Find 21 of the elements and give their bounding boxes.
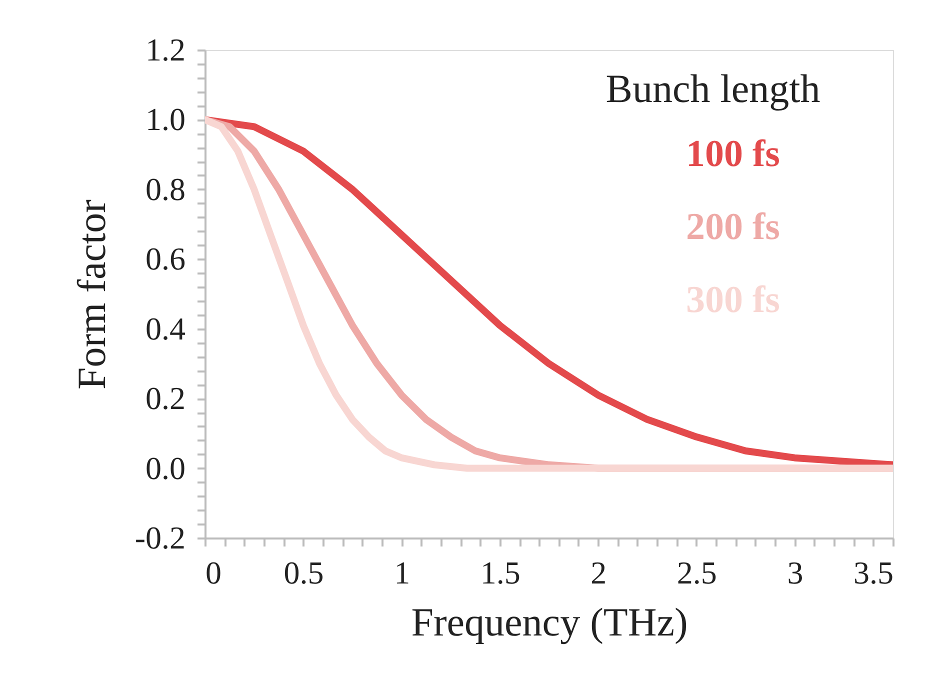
x-tick-label: 3.5 bbox=[854, 554, 894, 590]
x-tick-label: 3 bbox=[787, 554, 804, 590]
y-tick-label: 0.4 bbox=[146, 310, 186, 346]
y-axis-title: Form factor bbox=[68, 200, 114, 390]
y-tick-label: 1.2 bbox=[146, 32, 186, 68]
x-tick-label: 2 bbox=[590, 554, 607, 590]
legend-title: Bunch length bbox=[606, 66, 820, 111]
y-tick-label: -0.2 bbox=[134, 520, 186, 556]
x-tick-label: 0 bbox=[206, 554, 222, 590]
x-tick-label: 1.5 bbox=[480, 554, 520, 590]
text: 200 fs bbox=[686, 206, 780, 248]
x-axis-title: Frequency (THz) bbox=[411, 600, 688, 644]
x-tick-label: 1 bbox=[394, 554, 410, 590]
y-tick-label: 0.0 bbox=[146, 450, 186, 486]
x-tick-label: 0.5 bbox=[284, 554, 324, 590]
y-tick-label: 1.0 bbox=[146, 101, 186, 138]
x-tick-label: 2.5 bbox=[676, 554, 717, 590]
y-tick-label: 0.8 bbox=[146, 170, 186, 207]
text: 100 fs bbox=[686, 133, 780, 175]
y-tick-label: 0.6 bbox=[146, 240, 186, 277]
y-tick-label: 0.2 bbox=[146, 380, 186, 416]
